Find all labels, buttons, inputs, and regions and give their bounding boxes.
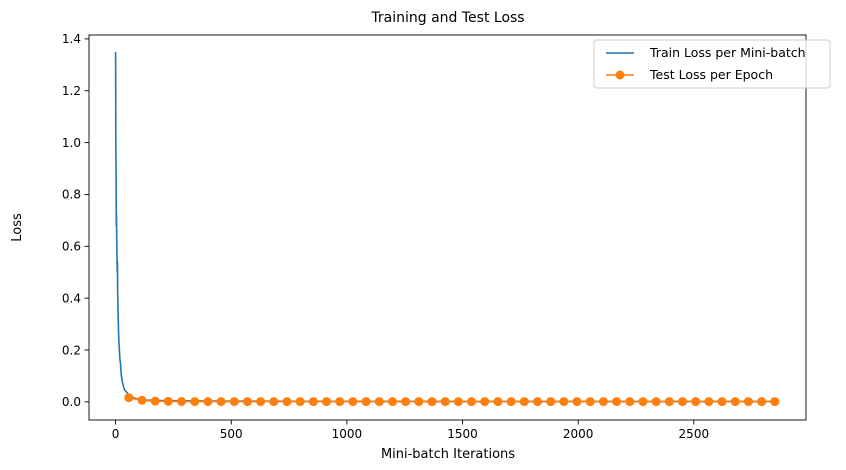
series-point-1 bbox=[559, 397, 569, 407]
series-point-1 bbox=[282, 397, 292, 407]
x-tick-label: 2500 bbox=[679, 427, 710, 441]
series-point-1 bbox=[757, 397, 767, 407]
legend-label-test: Test Loss per Epoch bbox=[649, 67, 773, 82]
series-point-1 bbox=[295, 397, 305, 407]
y-axis: 0.0 0.2 0.4 0.6 0.8 1.0 1.2 1.4 bbox=[62, 32, 89, 409]
x-tick-label: 2000 bbox=[563, 427, 594, 441]
series-point-1 bbox=[190, 397, 200, 407]
y-tick-label: 0.0 bbox=[62, 395, 81, 409]
series-point-1 bbox=[177, 396, 187, 406]
x-tick-label: 0 bbox=[112, 427, 120, 441]
series-point-1 bbox=[717, 397, 727, 407]
series-point-1 bbox=[401, 397, 411, 407]
plot-frame bbox=[88, 34, 807, 421]
series-point-1 bbox=[322, 397, 332, 407]
series-point-1 bbox=[427, 397, 437, 407]
series-point-1 bbox=[519, 397, 529, 407]
legend-label-train: Train Loss per Mini-batch bbox=[649, 45, 806, 60]
series-point-1 bbox=[453, 397, 463, 407]
series-point-1 bbox=[677, 397, 687, 407]
series-point-1 bbox=[704, 397, 714, 407]
series-point-1 bbox=[691, 397, 701, 407]
y-tick-label: 0.6 bbox=[62, 240, 81, 254]
legend-box bbox=[593, 39, 831, 89]
series-line-1 bbox=[128, 396, 775, 403]
y-tick-label: 0.4 bbox=[62, 291, 81, 305]
series-point-1 bbox=[203, 397, 213, 407]
series-point-1 bbox=[137, 395, 147, 405]
series-point-1 bbox=[638, 397, 648, 407]
series-point-1 bbox=[361, 397, 371, 407]
series-point-1 bbox=[598, 397, 608, 407]
series-point-1 bbox=[124, 393, 134, 403]
series-point-1 bbox=[585, 397, 595, 407]
y-tick-label: 1.4 bbox=[62, 32, 81, 46]
series-point-1 bbox=[374, 397, 384, 407]
series-point-1 bbox=[664, 397, 674, 407]
series-point-1 bbox=[269, 397, 279, 407]
series-point-1 bbox=[493, 397, 503, 407]
plot-area bbox=[114, 51, 780, 407]
series-point-1 bbox=[163, 396, 173, 406]
series-point-1 bbox=[335, 397, 345, 407]
y-tick-label: 1.2 bbox=[62, 84, 81, 98]
x-tick-label: 1500 bbox=[447, 427, 478, 441]
x-tick-label: 500 bbox=[220, 427, 243, 441]
y-tick-label: 0.2 bbox=[62, 343, 81, 357]
series-point-1 bbox=[387, 397, 397, 407]
series-point-1 bbox=[546, 397, 556, 407]
y-tick-label: 0.8 bbox=[62, 188, 81, 202]
series-point-1 bbox=[242, 397, 252, 407]
legend: Train Loss per Mini-batch Test Loss per … bbox=[593, 39, 831, 89]
series-point-1 bbox=[256, 397, 266, 407]
series-point-1 bbox=[572, 397, 582, 407]
legend-marker-test bbox=[615, 70, 625, 80]
x-tick-label: 1000 bbox=[332, 427, 363, 441]
series-point-1 bbox=[216, 397, 226, 407]
series-point-1 bbox=[480, 397, 490, 407]
series-point-1 bbox=[467, 397, 477, 407]
series-point-1 bbox=[651, 397, 661, 407]
series-point-1 bbox=[150, 396, 160, 406]
series-point-1 bbox=[506, 397, 516, 407]
series-point-1 bbox=[229, 397, 239, 407]
series-point-1 bbox=[532, 397, 542, 407]
series-point-1 bbox=[730, 397, 740, 407]
y-axis-label: Loss bbox=[10, 213, 25, 242]
series-point-1 bbox=[743, 397, 753, 407]
series-point-1 bbox=[440, 397, 450, 407]
series-line-0 bbox=[114, 51, 775, 403]
x-axis: 0 500 1000 1500 2000 2500 bbox=[112, 420, 709, 441]
series-point-1 bbox=[770, 397, 780, 407]
series-point-1 bbox=[414, 397, 424, 407]
series-point-1 bbox=[348, 397, 358, 407]
chart-title: Training and Test Loss bbox=[370, 10, 524, 26]
series-point-1 bbox=[612, 397, 622, 407]
series-point-1 bbox=[308, 397, 318, 407]
series-point-1 bbox=[625, 397, 635, 407]
x-axis-label: Mini-batch Iterations bbox=[381, 447, 515, 462]
y-tick-label: 1.0 bbox=[62, 136, 81, 150]
